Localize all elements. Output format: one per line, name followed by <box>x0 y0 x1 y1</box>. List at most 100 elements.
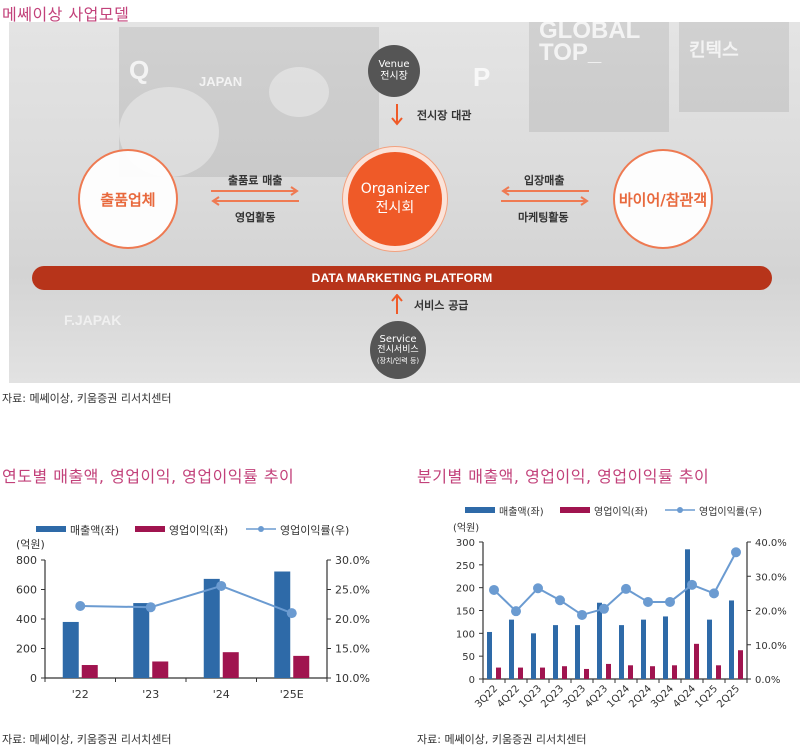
operating-profit-bar <box>606 663 611 679</box>
y-tick-label: 0 <box>469 675 475 686</box>
operating-profit-bar <box>628 665 633 679</box>
background-photo-text: 킨텍스 <box>689 40 739 60</box>
data-marketing-platform-bar: DATA MARKETING PLATFORM <box>32 266 772 290</box>
diagram-source: 자료: 메쎄이상, 키움증권 리서치센터 <box>2 392 172 405</box>
margin-marker <box>709 588 719 599</box>
margin-marker <box>216 580 227 591</box>
venue-en: Venue <box>378 59 410 70</box>
service-supply-label: 서비스 공급 <box>414 299 469 312</box>
legend-label: 영업이익률(우) <box>699 505 762 518</box>
y2-tick-label: 0.0% <box>755 675 780 686</box>
operating-profit-bar <box>672 665 677 679</box>
organizer-node: Organizer 전시회 <box>348 152 442 246</box>
x-tick-label: '25E <box>280 688 304 700</box>
revenue-bar <box>487 631 492 679</box>
margin-line <box>80 584 293 615</box>
y-tick-label: 200 <box>16 643 37 656</box>
y2-tick-label: 30.0% <box>335 554 370 567</box>
x-tick-label: 1Q25 <box>693 683 720 710</box>
x-tick-label: 3Q24 <box>649 683 676 710</box>
y-tick-label: 800 <box>16 554 37 567</box>
margin-marker <box>75 601 86 612</box>
y2-tick-label: 25.0% <box>335 584 370 597</box>
x-tick-label: 3Q22 <box>473 683 500 710</box>
revenue-bar <box>663 616 668 679</box>
annual-chart-title: 연도별 매출액, 영업이익, 영업이익률 추이 <box>2 467 295 486</box>
annual-chart: 매출액(좌) 영업이익(좌) 영업이익률(우) (억원) 0 200 400 600 800 10… <box>16 524 370 700</box>
operating-profit-bar <box>716 665 721 679</box>
margin-marker <box>731 547 741 558</box>
revenue-bar <box>531 633 536 679</box>
x-tick-label: 3Q23 <box>561 683 588 710</box>
revenue-bar <box>685 549 690 679</box>
quarterly-chart-source: 자료: 메쎄이상, 키움증권 리서치센터 <box>417 733 587 746</box>
operating-profit-bar <box>540 667 545 679</box>
revenue-bar <box>619 625 624 679</box>
operating-profit-bar <box>694 643 699 679</box>
operating-profit-bar <box>293 655 310 678</box>
sales-activity-label: 영업활동 <box>235 211 276 224</box>
venue-node: Venue 전시장 <box>368 45 420 97</box>
business-model-title: 메쎄이상 사업모델 <box>2 5 130 24</box>
y2-tick-label: 10.0% <box>755 641 787 652</box>
legend-swatch <box>135 526 165 532</box>
operating-profit-bar <box>650 666 655 679</box>
margin-marker <box>145 602 156 613</box>
x-tick-label: 1Q23 <box>517 683 544 710</box>
revenue-bar <box>62 621 79 678</box>
y-axis-unit: (억원) <box>16 538 45 551</box>
y-tick-label: 250 <box>456 561 475 572</box>
legend-item: 영업이익률(우) <box>246 524 349 537</box>
y-tick-label: 50 <box>462 652 475 663</box>
y2-tick-label: 10.0% <box>335 672 370 685</box>
legend-label: 영업이익(좌) <box>594 505 648 518</box>
y-tick-label: 200 <box>456 584 475 595</box>
x-tick-label: 4Q23 <box>583 683 610 710</box>
revenue-bar <box>575 625 580 679</box>
service-ko: 전시서비스 <box>377 344 419 355</box>
background-photo-text: F.JAPAK <box>64 312 122 328</box>
annual-chart-source: 자료: 메쎄이상, 키움증권 리서치센터 <box>2 733 172 746</box>
up-arrow-icon <box>391 294 403 314</box>
margin-marker <box>599 603 609 614</box>
operating-profit-bar <box>496 667 501 679</box>
venue-rental-label: 전시장 대관 <box>417 109 472 122</box>
admission-sales-label: 입장매출 <box>524 174 565 187</box>
operating-profit-bar <box>222 652 239 678</box>
x-tick-label: 4Q22 <box>495 683 522 710</box>
legend-marker-icon <box>258 526 264 532</box>
legend-label: 영업이익률(우) <box>280 524 349 537</box>
quarterly-chart-title: 분기별 매출액, 영업이익, 영업이익률 추이 <box>417 467 710 486</box>
operating-profit-bar <box>738 650 743 679</box>
exhibitor-node: 출품업체 <box>78 149 178 249</box>
legend-item: 영업이익(좌) <box>135 524 228 537</box>
y-tick-label: 150 <box>456 607 475 618</box>
legend-item: 매출액(좌) <box>465 506 544 518</box>
operating-profit-bar <box>152 661 169 678</box>
y2-tick-label: 20.0% <box>755 607 787 618</box>
legend-item: 영업이익률(우) <box>665 505 762 518</box>
revenue-bar <box>729 600 734 679</box>
x-tick-label: 2Q24 <box>627 683 654 710</box>
margin-marker <box>555 595 565 606</box>
operating-profit-bar <box>584 668 589 679</box>
legend-label: 매출액(좌) <box>70 524 119 537</box>
revenue-bar <box>274 571 291 678</box>
legend-label: 영업이익(좌) <box>169 524 228 537</box>
service-sub: (장치/인력 등) <box>376 356 420 365</box>
margin-marker <box>643 596 653 607</box>
background-photo-text: JAPAN <box>199 74 243 89</box>
y-tick-label: 100 <box>456 629 475 640</box>
organizer-ko: 전시회 <box>375 200 415 216</box>
x-tick-label: 2Q25 <box>715 683 742 710</box>
operating-profit-bar <box>518 667 523 679</box>
background-photo-panel <box>679 22 789 112</box>
service-en: Service <box>379 333 417 345</box>
y-tick-label: 600 <box>16 584 37 597</box>
background-photo-panel <box>119 27 379 177</box>
y2-tick-label: 20.0% <box>335 613 370 626</box>
background-photo-text: GLOBAL TOP_ <box>539 22 641 66</box>
margin-marker <box>687 579 697 590</box>
revenue-bar <box>597 602 602 679</box>
y2-tick-label: 15.0% <box>335 643 370 656</box>
